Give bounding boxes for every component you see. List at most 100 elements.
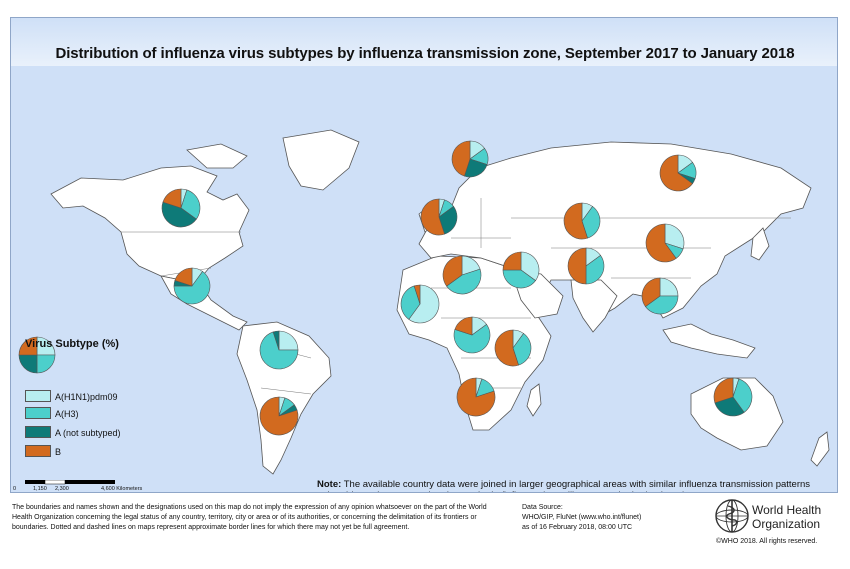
world-map [18,129,830,475]
legend-swatch-h3 [25,407,51,419]
pie-temperate-south-america [259,396,299,436]
scale-label-2300: 2,300 [55,486,69,492]
pie-charts [161,140,753,436]
landmass-southeast-asia-islands [662,323,756,359]
pie-eastern-africa-slice-b [494,329,519,367]
source-date: as of 16 February 2018, 08:00 UTC [522,524,633,531]
landmass-arctic-islands [186,143,248,169]
pie-south-west-europe [420,198,458,236]
pie-southern-africa-slice-b [456,377,496,417]
pie-eastern-europe [659,154,697,192]
pie-northern-africa-slice-a-h3 [446,268,482,295]
source-heading: Data Source: [522,504,563,511]
legend-label-h1n1: A(H1N1)pdm09 [55,392,118,402]
pie-southern-africa [456,377,496,417]
pie-north-america [161,188,201,228]
pie-central-america-and-caribbean-slice-a-h3 [173,271,211,305]
legend-pie [18,336,56,374]
pie-north-america-slice-a-h3 [180,189,201,220]
data-source: Data Source: WHO/GIP, FluNet (www.who.in… [522,503,702,533]
pie-north-america-slice-b [162,188,182,209]
pie-central-america-and-caribbean-slice-b [174,267,193,287]
landmass-indian-subcontinent [570,279,618,333]
legend-label-not-subtyped: A (not subtyped) [55,428,121,438]
disclaimer-text: The boundaries and names shown and the d… [12,504,487,531]
landmass-new-zealand [810,431,830,467]
land-masses [50,129,830,475]
landmass-japan [750,227,770,261]
pie-northern-africa [442,255,482,295]
legend-label-b: B [55,447,62,457]
legend-pie-slice-b [18,336,38,356]
pie-eastern-europe-slice-b [659,154,693,192]
pie-southern-asia-slice-a-h3 [585,255,605,285]
pie-south-west-europe-slice-a-not-subtyped [438,206,458,235]
pie-tropical-south-america-slice-a-not-subtyped [272,330,280,351]
map-frame: Distribution of influenza virus subtypes… [10,17,838,493]
map-title: Distribution of influenza virus subtypes… [55,45,795,62]
pie-central-asia-slice-a-h3 [581,206,601,239]
pie-western-africa [400,284,440,324]
pie-south-east-asia [641,277,679,315]
pie-middle-africa [453,316,491,354]
pie-south-west-europe-slice-b [420,198,445,236]
who-logo-icon [715,499,749,533]
pie-tropical-south-america-slice-a-h1n1-pdm09 [278,330,299,351]
pie-western-asia [502,251,540,289]
scale-label-0: 0 [13,486,17,492]
pie-western-africa-slice-a-h1n1-pdm09 [408,284,440,324]
who-name-line1: World Health [752,503,822,517]
pie-eastern-africa-slice-a-h3 [512,333,532,366]
note-label: Note: [317,479,342,490]
title-band [11,18,837,66]
pie-eastern-asia-slice-b [645,223,677,263]
scale-label-4600: 4,600 Kilometers [101,486,143,492]
pie-oceania-melanesia-polynesia-slice-a-h3 [732,378,753,413]
pie-western-africa-slice-a-h3 [400,285,421,320]
pie-western-asia-slice-b [502,251,522,271]
legend-label-h3: A(H3) [55,409,79,419]
legend-title: Virus Subtype (%) [25,338,119,350]
pie-western-asia-slice-a-h3 [502,269,536,289]
landmass-greenland [282,129,360,191]
pie-eastern-asia-slice-a-h1n1-pdm09 [664,223,685,250]
source-name: WHO/GIP, FluNet (www.who.int/flunet) [522,514,642,521]
pie-eastern-africa [494,329,532,367]
pie-middle-africa-slice-b [454,316,473,336]
note-text: The available country data were joined i… [317,479,811,492]
pie-tropical-south-america-slice-a-h3 [259,331,299,370]
pie-northern-africa-slice-b [442,255,463,287]
landmass-north-america [50,165,250,281]
pie-western-africa-slice-b [413,284,421,305]
pie-tropical-south-america [259,330,299,370]
legend-pie-slice-a-not-subtyped [18,354,38,374]
landmass-madagascar [526,383,542,417]
pie-central-asia [563,202,601,240]
legend-swatch-not-subtyped [25,426,51,438]
pie-oceania-melanesia-polynesia [713,377,753,417]
legend-pie-slice-a-h3 [36,354,56,374]
pie-northern-europe-slice-b [451,140,471,177]
pie-oceania-melanesia-polynesia-slice-b [713,377,734,404]
legend-swatch-h1n1 [25,390,51,402]
copyright-text: ©WHO 2018. All rights reserved. [716,538,818,545]
pie-temperate-south-america-slice-b [259,396,299,436]
map-note: Note: The available country data were jo… [317,479,817,492]
scale-label-1150: 1,150 [33,486,47,492]
pie-oceania-melanesia-polynesia-slice-a-not-subtyped [714,396,745,417]
pie-central-america-and-caribbean [173,267,211,305]
scale-bar [25,480,115,485]
legend-pie [18,336,56,374]
pie-western-asia-slice-a-h1n1-pdm09 [520,251,540,281]
pie-southern-asia [567,247,605,285]
legend-swatch-b [25,445,51,457]
pie-south-east-asia-slice-a-h3 [645,295,679,315]
who-name-line2: Organization [752,517,821,531]
pie-middle-africa-slice-a-h3 [453,324,491,354]
pie-north-america-slice-a-not-subtyped [161,201,197,228]
pie-eastern-asia [645,223,685,263]
pie-southern-asia-slice-b [567,247,587,285]
pie-south-east-asia-slice-b [641,277,661,307]
pie-central-asia-slice-b [563,202,588,240]
pie-northern-europe [451,140,489,178]
